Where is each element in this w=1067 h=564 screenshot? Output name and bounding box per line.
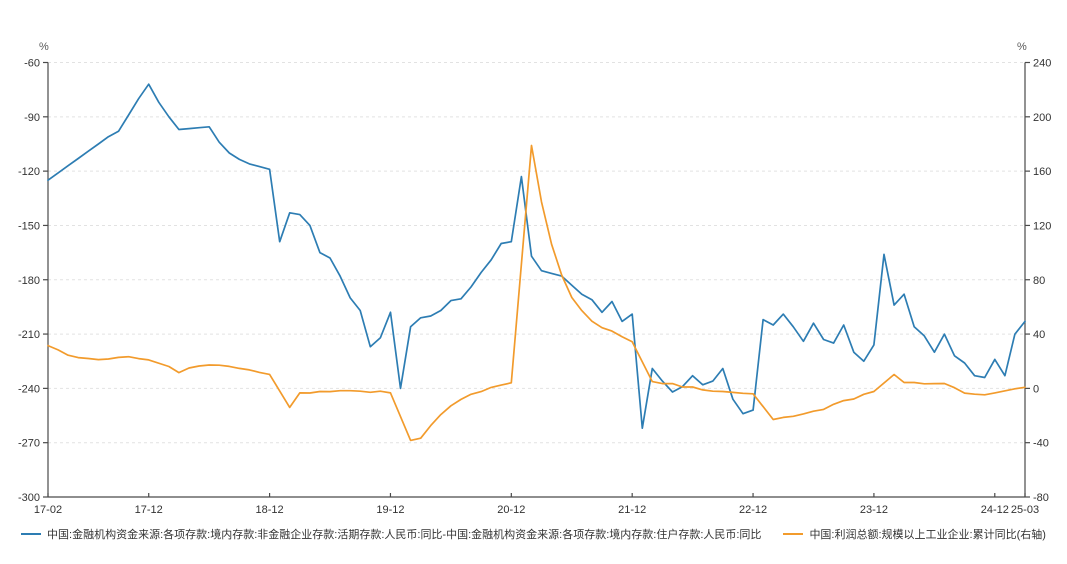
deposit-spread-line [47,83,1026,430]
right-axis-tick-label: 80 [1033,275,1045,287]
x-axis-tick-label: 22-12 [739,504,767,516]
line-chart-svg: -60 -90 -120 -150 -180 -210 -240 -270 -300 240 200… [18,58,1051,517]
left-axis-tick-label: -180 [18,275,40,287]
right-axis-tick-label: 240 [1033,58,1051,70]
blue-line-swatch [21,533,42,535]
right-axis-tick-label: 160 [1033,166,1051,178]
left-axis-unit-label: % [39,41,49,53]
right-axis-tick-label: 120 [1033,220,1051,232]
industrial-profit-line [47,144,1026,442]
left-axis-tick-label: -300 [18,492,40,504]
x-axis-tick-label: 19-12 [376,504,404,516]
x-axis-tick-label: 24-12 [981,504,1009,516]
right-axis-tick-label: 40 [1033,329,1045,341]
x-axis-tick-label: 23-12 [860,504,888,516]
left-axis-tick-label: -150 [18,220,40,232]
left-axis-tick-label: -240 [18,383,40,395]
right-axis-tick-label: 0 [1033,383,1039,395]
legend-item-industrial-profit: 中国:利润总额:规模以上工业企业:累计同比(右轴) [783,526,1046,542]
left-axis-tick-label: -90 [24,112,40,124]
x-axis-tick-label: 21-12 [618,504,646,516]
left-axis-tick-label: -60 [24,58,40,70]
left-axis-tick-label: -270 [18,438,40,450]
x-axis-tick-label: 17-02 [34,504,62,516]
x-axis-tick-label: 20-12 [497,504,525,516]
chart-legend: 中国:金融机构资金来源:各项存款:境内存款:非金融企业存款:活期存款:人民币:同… [0,526,1067,542]
right-axis-tick-label: -80 [1033,492,1049,504]
right-axis-tick-label: -40 [1033,438,1049,450]
orange-line-swatch [783,533,804,535]
right-axis-tick-label: 200 [1033,112,1051,124]
legend-label-deposit-spread: 中国:金融机构资金来源:各项存款:境内存款:非金融企业存款:活期存款:人民币:同… [47,529,762,541]
x-axis-tick-label: 17-12 [135,504,163,516]
x-axis-tick-label: 18-12 [256,504,284,516]
x-axis-tick-label: 25-03 [1011,504,1039,516]
legend-item-deposit-spread: 中国:金融机构资金来源:各项存款:境内存款:非金融企业存款:活期存款:人民币:同… [21,526,761,542]
legend-label-industrial-profit: 中国:利润总额:规模以上工业企业:累计同比(右轴) [809,529,1046,541]
left-axis-tick-label: -210 [18,329,40,341]
left-axis-tick-label: -120 [18,166,40,178]
right-axis-unit-label: % [1017,41,1027,53]
